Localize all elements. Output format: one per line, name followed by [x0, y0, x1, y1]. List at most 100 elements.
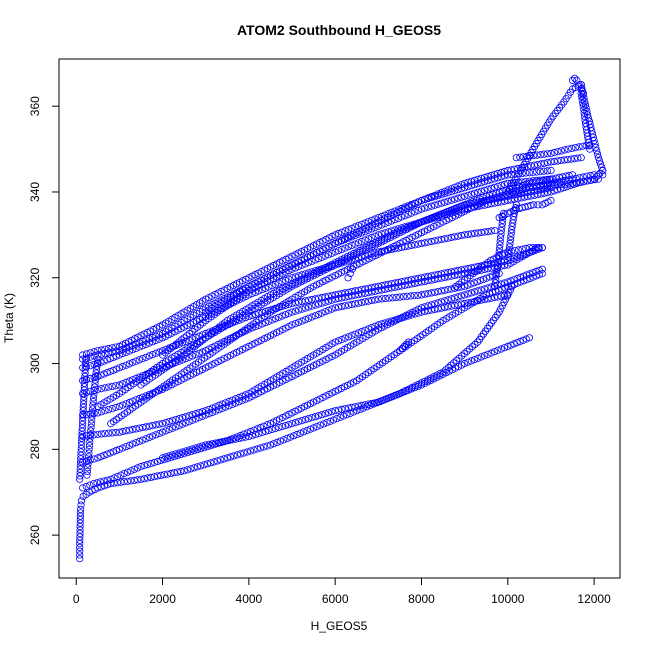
data-point	[583, 172, 591, 180]
data-point	[135, 437, 143, 445]
plot-frame	[58, 58, 621, 579]
data-point	[125, 441, 133, 449]
data-point	[487, 294, 495, 302]
data-point	[401, 387, 409, 396]
data-point	[91, 383, 99, 391]
data-point	[86, 481, 94, 489]
data-point	[265, 306, 273, 314]
data-point	[508, 188, 516, 196]
data-point	[154, 472, 162, 480]
data-point	[149, 421, 157, 430]
data-point	[543, 189, 552, 197]
data-point	[150, 473, 158, 481]
data-point	[568, 175, 577, 183]
data-point	[580, 178, 588, 186]
data-point	[97, 346, 106, 354]
data-point	[583, 177, 591, 185]
data-point	[242, 433, 250, 441]
data-point	[480, 285, 489, 293]
data-point	[361, 298, 369, 306]
data-point	[344, 288, 353, 296]
data-point	[85, 449, 93, 457]
data-point	[134, 464, 142, 472]
data-point	[177, 467, 185, 475]
data-point	[494, 293, 502, 301]
data-point	[592, 143, 600, 151]
data-point	[130, 465, 138, 473]
data-point	[554, 148, 562, 156]
data-point	[431, 300, 439, 308]
data-point	[581, 97, 589, 106]
data-point	[232, 435, 240, 443]
data-point	[92, 372, 100, 380]
data-point	[470, 176, 479, 184]
data-point	[85, 453, 93, 461]
data-point	[172, 423, 180, 431]
data-point	[426, 215, 434, 223]
data-point	[361, 326, 369, 334]
data-point	[358, 401, 366, 409]
data-point	[344, 301, 353, 309]
data-point	[188, 445, 196, 453]
data-point	[298, 305, 306, 313]
data-point	[85, 441, 94, 450]
data-point	[573, 179, 581, 187]
data-point	[293, 430, 301, 439]
data-point	[407, 241, 416, 249]
data-point	[497, 168, 505, 177]
data-point	[506, 236, 514, 244]
data-point	[243, 448, 251, 456]
data-point	[120, 469, 128, 478]
data-point	[76, 551, 84, 559]
data-point	[465, 345, 474, 353]
data-point	[569, 180, 578, 189]
data-point	[261, 284, 270, 292]
data-point	[225, 436, 233, 444]
data-point	[404, 276, 412, 284]
data-point	[407, 200, 416, 209]
data-point	[547, 149, 555, 157]
data-point	[599, 171, 607, 179]
data-point	[76, 512, 85, 520]
data-point	[543, 150, 552, 158]
data-point	[275, 313, 283, 321]
data-point	[125, 360, 133, 368]
data-point	[522, 271, 531, 279]
data-point	[79, 484, 87, 492]
data-point	[505, 243, 514, 251]
data-point	[168, 424, 177, 432]
data-point	[338, 302, 346, 311]
data-point	[590, 171, 598, 179]
data-point	[389, 294, 397, 302]
data-point	[498, 285, 506, 293]
data-point	[101, 384, 109, 392]
data-point	[140, 461, 148, 470]
data-point	[76, 547, 84, 555]
data-point	[397, 314, 406, 322]
data-point	[354, 299, 362, 307]
data-point	[401, 277, 409, 285]
data-point	[212, 403, 220, 411]
data-point	[175, 421, 183, 430]
data-point	[536, 151, 545, 159]
data-point	[498, 220, 506, 228]
data-point	[518, 204, 526, 212]
data-point	[79, 410, 87, 418]
data-point	[145, 352, 153, 360]
data-point	[411, 241, 419, 249]
data-point	[394, 390, 402, 398]
data-point	[414, 291, 422, 299]
data-point	[145, 422, 153, 430]
data-point	[400, 342, 408, 350]
data-point	[93, 359, 102, 367]
data-point	[470, 355, 479, 364]
data-point	[258, 308, 266, 316]
data-point	[155, 365, 163, 373]
data-point	[537, 190, 545, 198]
y-tick-label: 280	[28, 439, 42, 459]
data-point	[578, 87, 587, 96]
data-point	[331, 338, 339, 346]
data-point	[311, 312, 319, 320]
data-point	[586, 141, 594, 149]
data-point	[94, 484, 102, 492]
